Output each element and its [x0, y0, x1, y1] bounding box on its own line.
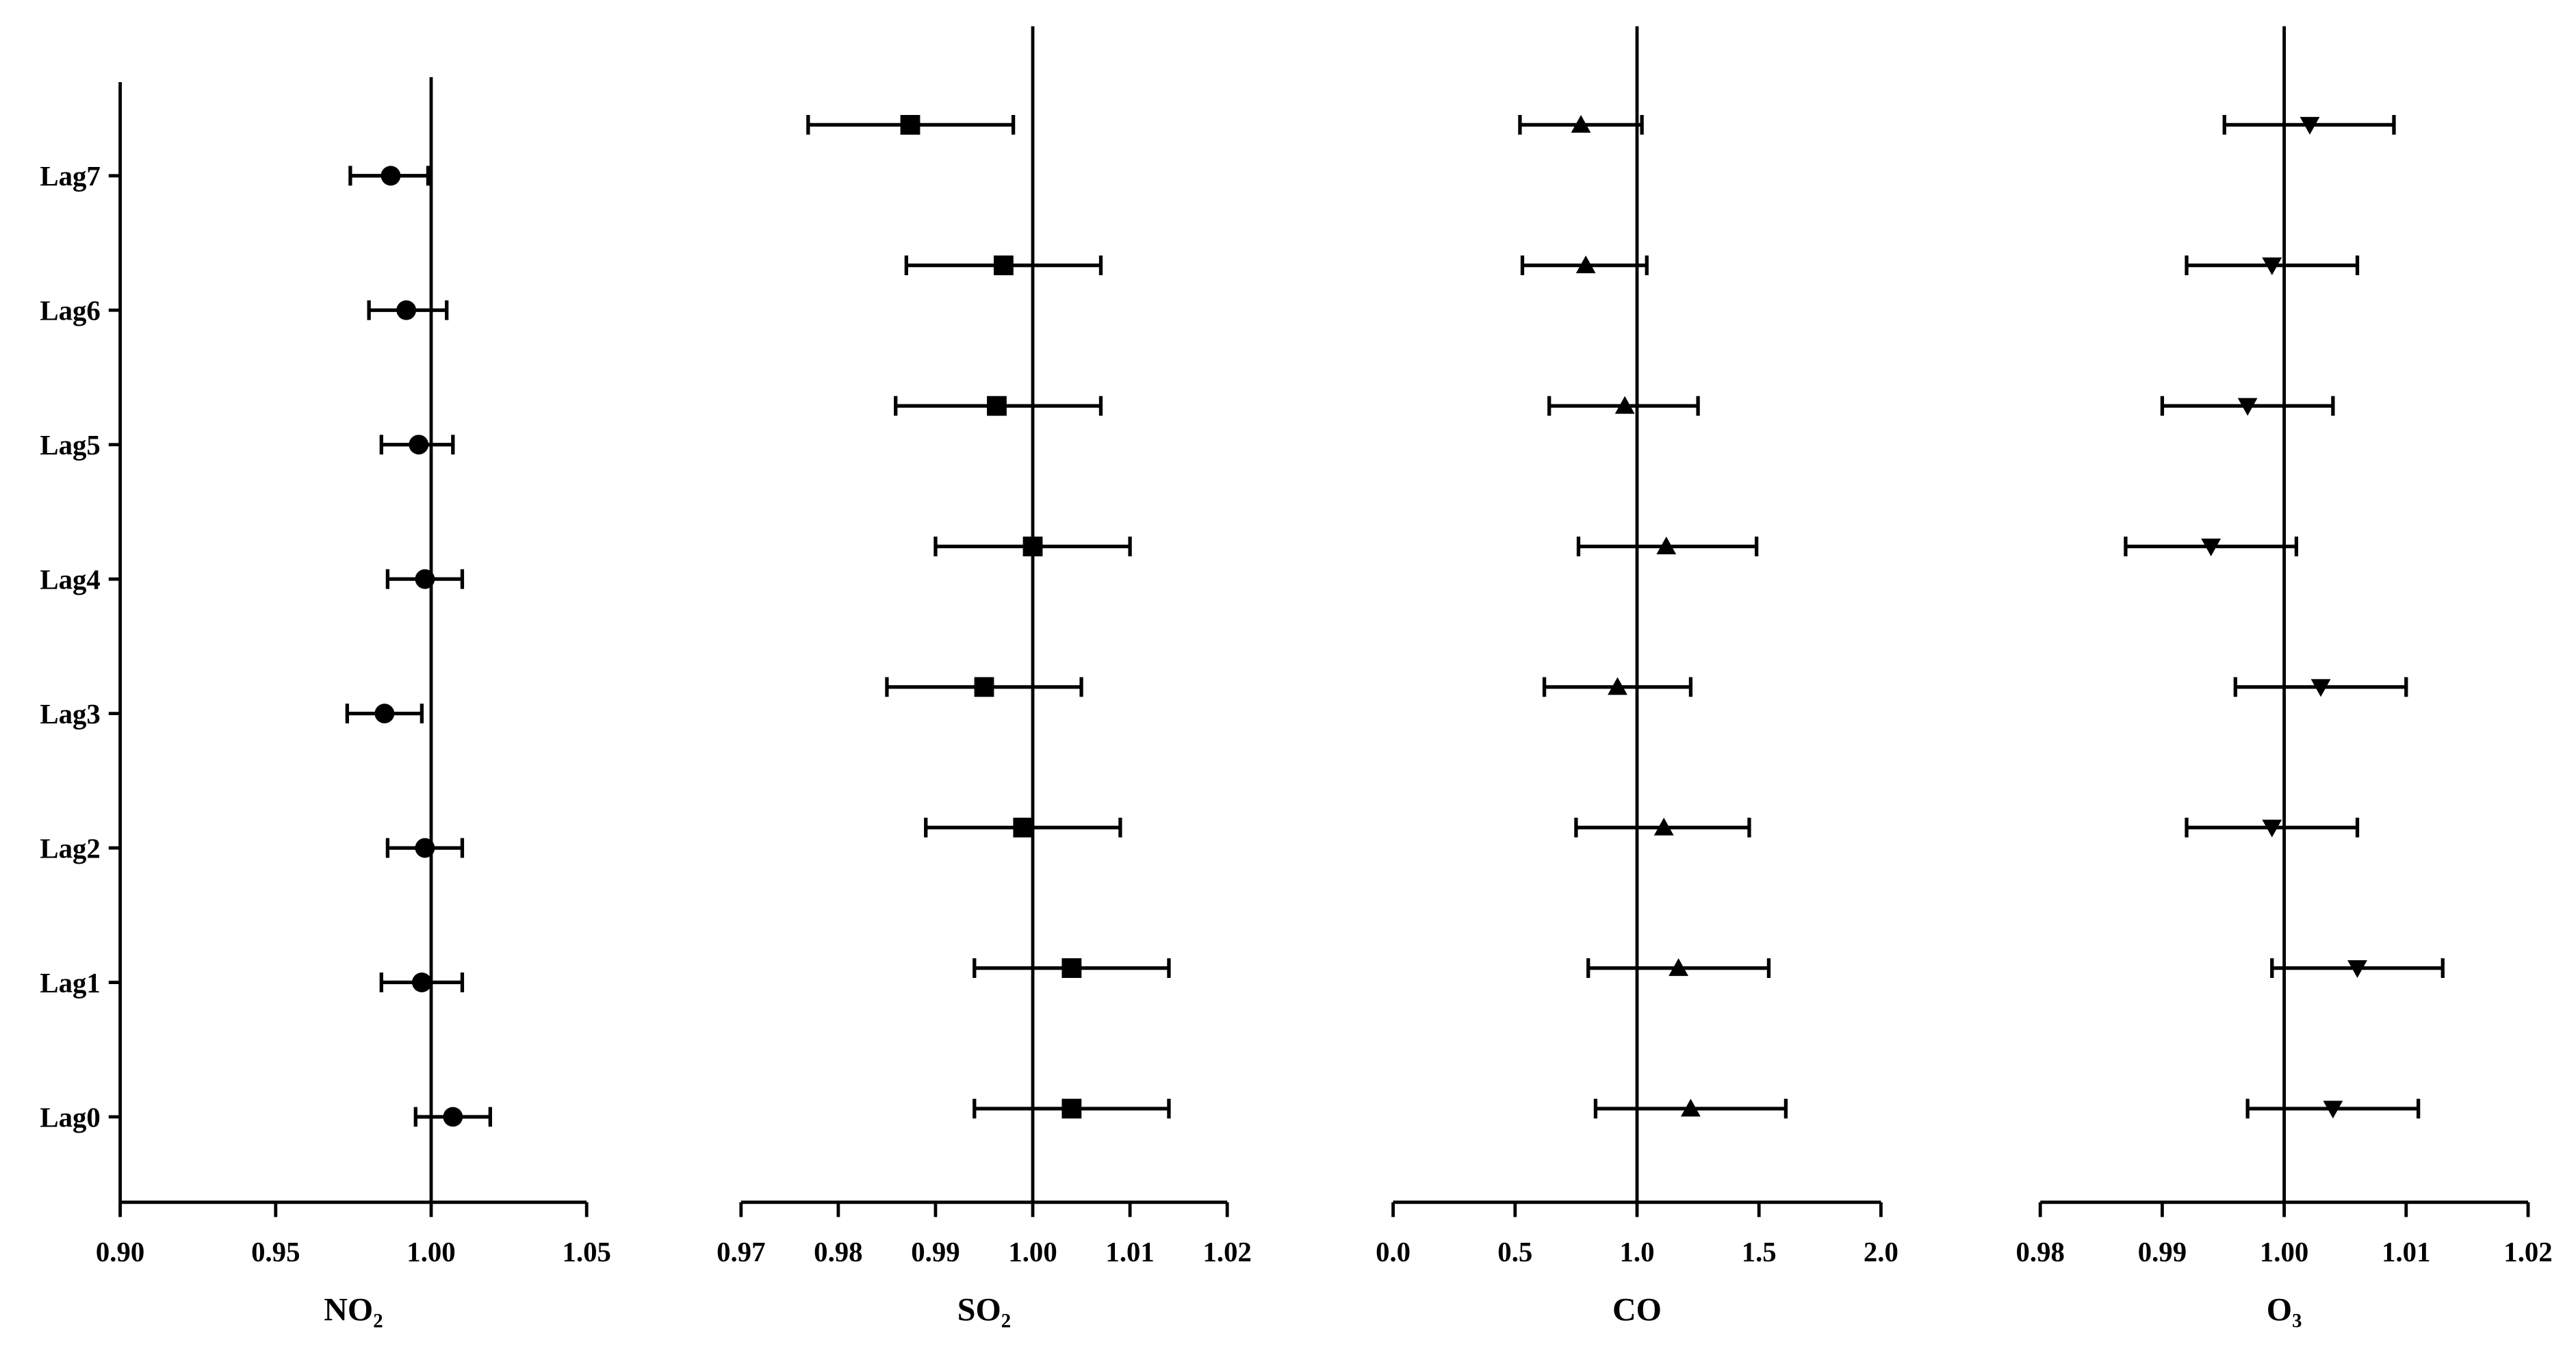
x-tick-label: 1.01 [1105, 1237, 1154, 1267]
point [1608, 677, 1627, 695]
point [415, 569, 435, 589]
point [1614, 396, 1635, 414]
y-tick-label: Lag3 [40, 699, 100, 730]
x-axis-label: NO₂ [324, 1292, 383, 1328]
point [974, 677, 994, 697]
point [1575, 255, 1596, 274]
x-tick-label: 0.99 [911, 1237, 959, 1267]
x-tick-label: 1.05 [562, 1237, 610, 1267]
point [409, 435, 429, 455]
point [415, 838, 435, 858]
x-tick-label: 0.98 [814, 1237, 862, 1267]
point [900, 115, 920, 135]
x-tick-label: 1.00 [407, 1237, 455, 1267]
point [987, 396, 1007, 416]
point [381, 166, 401, 186]
point [374, 704, 395, 724]
x-tick-label: 2.0 [1864, 1237, 1898, 1267]
point [1022, 537, 1043, 556]
point [2347, 960, 2367, 979]
point [1669, 958, 1688, 977]
x-tick-label: 0.97 [717, 1237, 765, 1267]
y-tick-label: Lag2 [40, 833, 100, 864]
x-tick-label: 0.98 [2015, 1237, 2064, 1267]
x-tick-label: 1.01 [2382, 1237, 2430, 1267]
x-tick-label: 1.00 [1008, 1237, 1057, 1267]
y-tick-label: Lag5 [40, 430, 100, 461]
point [994, 255, 1014, 276]
point [2323, 1100, 2343, 1119]
point [2201, 538, 2221, 556]
x-axis-label: O₃ [2267, 1292, 2302, 1328]
point [1656, 537, 1677, 555]
point [443, 1107, 463, 1127]
point [2262, 257, 2282, 276]
x-tick-label: 0.5 [1497, 1237, 1532, 1267]
x-tick-label: 0.90 [96, 1237, 144, 1267]
y-tick-label: Lag6 [40, 296, 100, 326]
y-tick-label: Lag0 [40, 1102, 100, 1133]
point [1061, 1098, 1082, 1119]
point [411, 972, 432, 992]
x-tick-label: 1.02 [2503, 1237, 2552, 1267]
x-tick-label: 1.5 [1742, 1237, 1777, 1267]
y-tick-label: Lag4 [40, 565, 100, 595]
x-axis-label: CO [1612, 1292, 1662, 1328]
y-tick-label: Lag7 [40, 161, 100, 192]
point [2300, 116, 2320, 135]
point [1681, 1098, 1701, 1117]
point [1013, 817, 1033, 838]
x-tick-label: 1.00 [2260, 1237, 2308, 1267]
point [1653, 817, 1674, 836]
point [1571, 115, 1591, 133]
x-axis-label: SO₂ [957, 1292, 1011, 1328]
point [2237, 398, 2258, 416]
x-tick-label: 0.99 [2138, 1237, 2187, 1267]
x-tick-label: 0.95 [251, 1237, 300, 1267]
point [2262, 819, 2282, 838]
x-tick-label: 1.02 [1202, 1237, 1251, 1267]
y-tick-label: Lag1 [40, 968, 100, 998]
point [2310, 679, 2331, 697]
point [1061, 958, 1082, 979]
x-tick-label: 0.0 [1376, 1237, 1411, 1267]
x-tick-label: 1.0 [1620, 1237, 1655, 1267]
point [396, 300, 417, 320]
